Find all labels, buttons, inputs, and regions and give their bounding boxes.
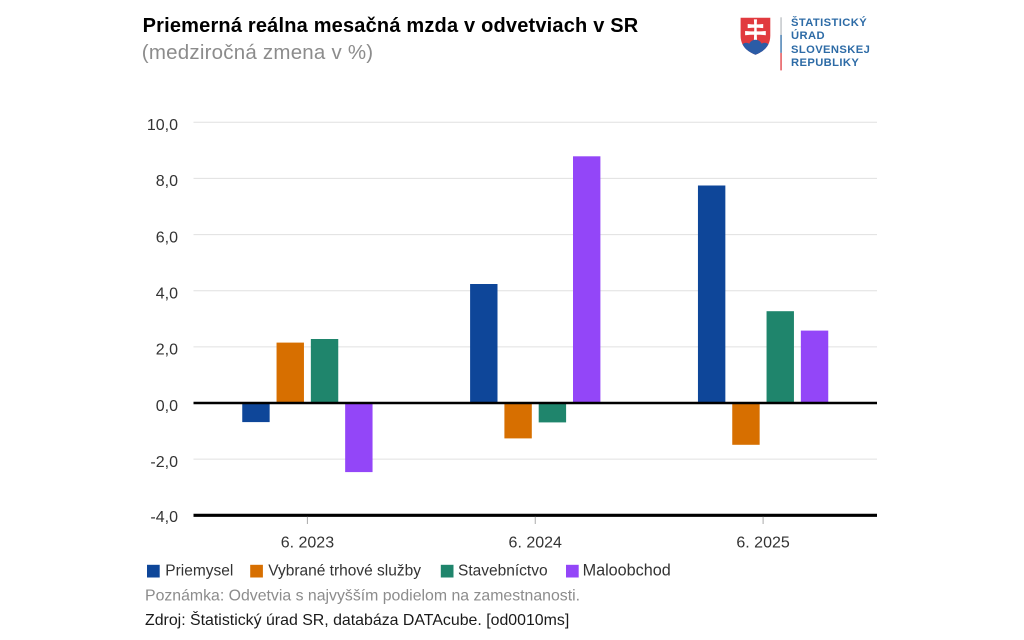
svg-text:Stavebníctvo: Stavebníctvo bbox=[458, 563, 548, 580]
svg-text:0,0: 0,0 bbox=[156, 398, 178, 415]
svg-text:6,0: 6,0 bbox=[156, 229, 178, 246]
svg-text:Maloobchod: Maloobchod bbox=[583, 562, 671, 580]
svg-text:6. 2024: 6. 2024 bbox=[509, 535, 562, 552]
svg-text:8,0: 8,0 bbox=[156, 173, 178, 190]
svg-text:SLOVENSKEJ: SLOVENSKEJ bbox=[791, 44, 870, 56]
svg-text:Poznámka: Odvetvia s najvyšším: Poznámka: Odvetvia s najvyšším podielom … bbox=[145, 588, 580, 605]
svg-text:REPUBLIKY: REPUBLIKY bbox=[791, 57, 859, 69]
svg-text:ÚRAD: ÚRAD bbox=[791, 29, 825, 42]
svg-text:2,0: 2,0 bbox=[156, 342, 178, 359]
svg-text:-4,0: -4,0 bbox=[150, 509, 178, 526]
svg-text:Vybrané trhové služby: Vybrané trhové služby bbox=[268, 563, 421, 580]
svg-text:6. 2025: 6. 2025 bbox=[736, 535, 789, 552]
svg-text:ŠTATISTICKÝ: ŠTATISTICKÝ bbox=[791, 16, 867, 29]
svg-text:10,0: 10,0 bbox=[147, 117, 178, 134]
svg-text:Priemysel: Priemysel bbox=[165, 563, 233, 580]
svg-text:4,0: 4,0 bbox=[156, 286, 178, 303]
svg-text:Zdroj: Štatistický úrad SR, da: Zdroj: Štatistický úrad SR, databáza DAT… bbox=[145, 610, 569, 629]
svg-text:-2,0: -2,0 bbox=[150, 454, 178, 471]
svg-text:6. 2023: 6. 2023 bbox=[281, 535, 334, 552]
